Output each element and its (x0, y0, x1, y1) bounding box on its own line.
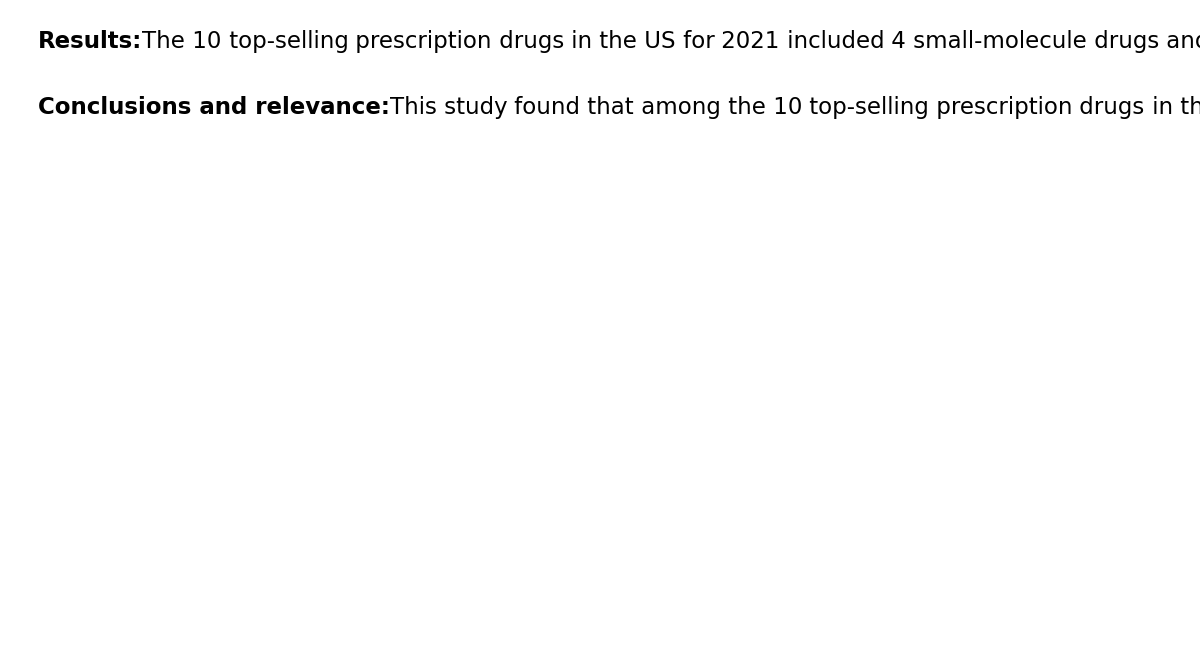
Text: drugs: drugs (492, 30, 564, 53)
Text: 10: 10 (766, 96, 802, 119)
Text: 4: 4 (884, 30, 906, 53)
Text: drugs: drugs (1073, 96, 1145, 119)
Text: included: included (780, 30, 884, 53)
Text: US: US (637, 30, 676, 53)
Text: The: The (143, 30, 185, 53)
Text: the: the (593, 30, 637, 53)
Text: small-molecule: small-molecule (906, 30, 1087, 53)
Text: drugs: drugs (1087, 30, 1159, 53)
Text: for: for (676, 30, 714, 53)
Text: among: among (634, 96, 721, 119)
Text: found: found (508, 96, 581, 119)
Text: study: study (437, 96, 508, 119)
Text: top-selling: top-selling (802, 96, 929, 119)
Text: in: in (564, 30, 593, 53)
Text: the: the (1172, 96, 1200, 119)
Text: the: the (721, 96, 766, 119)
Text: This: This (390, 96, 437, 119)
Text: Results:: Results: (38, 30, 143, 53)
Text: Conclusions and relevance:: Conclusions and relevance: (38, 96, 390, 119)
Text: 2021: 2021 (714, 30, 780, 53)
Text: 10: 10 (185, 30, 222, 53)
Text: and: and (1159, 30, 1200, 53)
Text: top-selling: top-selling (222, 30, 348, 53)
Text: that: that (581, 96, 634, 119)
Text: prescription: prescription (348, 30, 492, 53)
Text: in: in (1145, 96, 1172, 119)
Text: prescription: prescription (929, 96, 1073, 119)
